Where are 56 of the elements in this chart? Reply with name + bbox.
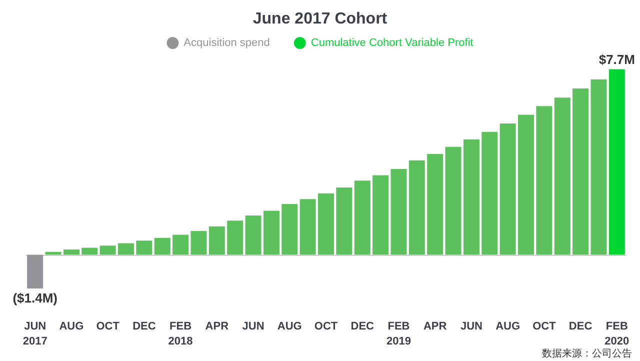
bar <box>482 132 498 255</box>
bar <box>227 220 244 255</box>
bar <box>45 252 62 255</box>
bar <box>300 199 316 255</box>
x-tick-label: OCT <box>314 320 338 332</box>
bar <box>608 69 625 255</box>
x-tick-label: DEC <box>350 320 374 332</box>
bar <box>390 169 407 255</box>
bar <box>208 226 225 255</box>
x-tick-label: FEB 2019 <box>386 320 411 348</box>
bar <box>463 139 480 255</box>
x-tick-label: AUG <box>277 320 302 332</box>
x-tick-label: FEB 2018 <box>168 320 193 348</box>
chart-title: June 2017 Cohort <box>252 10 388 28</box>
x-tick-label: DEC <box>568 320 592 332</box>
bar <box>572 88 589 255</box>
bar <box>445 146 462 255</box>
x-tick-label: OCT <box>96 320 120 332</box>
data-label: ($1.4M) <box>12 290 58 306</box>
bar <box>518 114 534 255</box>
bar <box>63 250 80 255</box>
x-tick-label: APR <box>205 320 229 332</box>
bar <box>536 106 552 255</box>
bar <box>427 154 444 255</box>
bar <box>190 230 207 255</box>
bar <box>318 193 334 255</box>
bar <box>27 254 44 289</box>
source-note: 数据来源：公司公告 <box>542 348 632 360</box>
bar <box>263 210 280 255</box>
bar <box>372 175 389 255</box>
x-tick-label: AUG <box>59 320 84 332</box>
bar <box>118 243 134 255</box>
bar <box>100 246 116 255</box>
x-tick-label: AUG <box>496 320 520 332</box>
bar <box>245 216 262 255</box>
x-tick-label: FEB 2020 <box>604 320 630 348</box>
bar <box>336 188 352 255</box>
bar <box>590 79 607 255</box>
x-tick-label: DEC <box>132 320 156 332</box>
legend-label: Cumulative Cohort Variable Profit <box>310 37 474 49</box>
bar <box>354 180 370 255</box>
x-tick-label: APR <box>423 320 447 332</box>
x-tick-label: JUN <box>242 320 264 332</box>
x-tick-label: JUN 2017 <box>22 320 48 348</box>
data-label: $7.7M <box>598 52 635 68</box>
legend-label: Acquisition spend <box>184 37 270 49</box>
bar <box>154 238 170 255</box>
bar <box>408 160 425 255</box>
bar <box>282 204 298 255</box>
bar <box>172 234 189 255</box>
bar <box>500 123 516 255</box>
x-tick-label: OCT <box>532 320 556 332</box>
bar <box>136 240 152 255</box>
bar <box>82 248 98 255</box>
bar <box>554 98 570 255</box>
x-tick-label: JUN <box>460 320 483 332</box>
